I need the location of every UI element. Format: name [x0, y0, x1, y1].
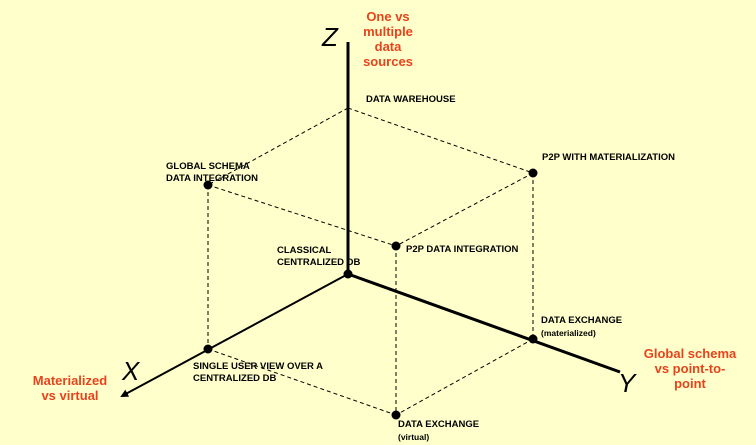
z-axis-letter: Z — [322, 22, 338, 52]
label-line: SINGLE USER VIEW OVER A — [193, 361, 324, 372]
x-axis-description-line: vs virtual — [41, 388, 99, 403]
y-axis-description-line: vs point-to- — [654, 361, 726, 376]
data-exchange-virtual-label: DATA EXCHANGE (virtual) — [398, 419, 479, 443]
data-exchange-virtual-dot — [391, 410, 401, 420]
y-axis-description-line: point — [674, 376, 706, 391]
label-line: DATA WAREHOUSE — [366, 94, 456, 105]
x-axis-letter: X — [122, 356, 140, 386]
cube-dashed-edges — [207, 107, 534, 416]
z-axis-description-line: data — [374, 39, 402, 54]
classical-db-dot — [343, 269, 353, 279]
label-line: CLASSICAL — [277, 245, 332, 256]
y-axis-description: Global schema vs point-to- point — [636, 346, 744, 391]
x-axis-description: Materialized vs virtual — [26, 373, 114, 403]
p2p-materialization-label: P2P WITH MATERIALIZATION — [542, 152, 675, 164]
label-line: DATA EXCHANGE — [398, 419, 480, 430]
label-line: CENTRALIZED DB — [193, 373, 277, 384]
x-axis-description-line: Materialized — [32, 373, 108, 388]
label-line: CENTRALIZED DB — [277, 257, 361, 268]
y-axis-line — [347, 272, 621, 374]
label-line: GLOBAL SCHEMA — [166, 161, 250, 172]
z-axis-description: One vs multiple data sources — [356, 9, 420, 69]
classical-db-label: CLASSICAL CENTRALIZED DB — [277, 245, 360, 269]
y-axis-description-line: Global schema — [643, 346, 737, 361]
label-line: DATA EXCHANGE — [541, 315, 623, 326]
p2p-integration-dot — [391, 241, 401, 251]
x-axis-line — [120, 273, 349, 397]
axes — [120, 42, 621, 397]
global-schema-dot — [203, 180, 213, 190]
p2p-materialization-dot — [528, 168, 538, 178]
label-line: P2P WITH MATERIALIZATION — [542, 152, 675, 163]
label-line: P2P DATA INTEGRATION — [406, 244, 519, 255]
node-dots — [203, 168, 538, 420]
label-line: (materialized) — [541, 328, 596, 338]
p2p-integration-label: P2P DATA INTEGRATION — [406, 244, 518, 256]
label-line: DATA INTEGRATION — [166, 173, 258, 184]
z-axis-description-line: multiple — [363, 24, 413, 39]
z-axis-description-line: One vs — [366, 9, 410, 24]
data-exchange-materialized-label: DATA EXCHANGE (materialized) — [541, 315, 622, 339]
data-exchange-materialized-dot — [528, 334, 538, 344]
label-line: (virtual) — [398, 432, 430, 442]
y-axis-letter: Y — [618, 368, 636, 398]
z-axis-description-line: sources — [363, 54, 413, 69]
global-schema-label: GLOBAL SCHEMA DATA INTEGRATION — [166, 161, 258, 185]
single-user-view-dot — [203, 344, 213, 354]
single-user-view-label: SINGLE USER VIEW OVER A CENTRALIZED DB — [193, 361, 323, 385]
data-warehouse-label: DATA WAREHOUSE — [366, 94, 456, 106]
